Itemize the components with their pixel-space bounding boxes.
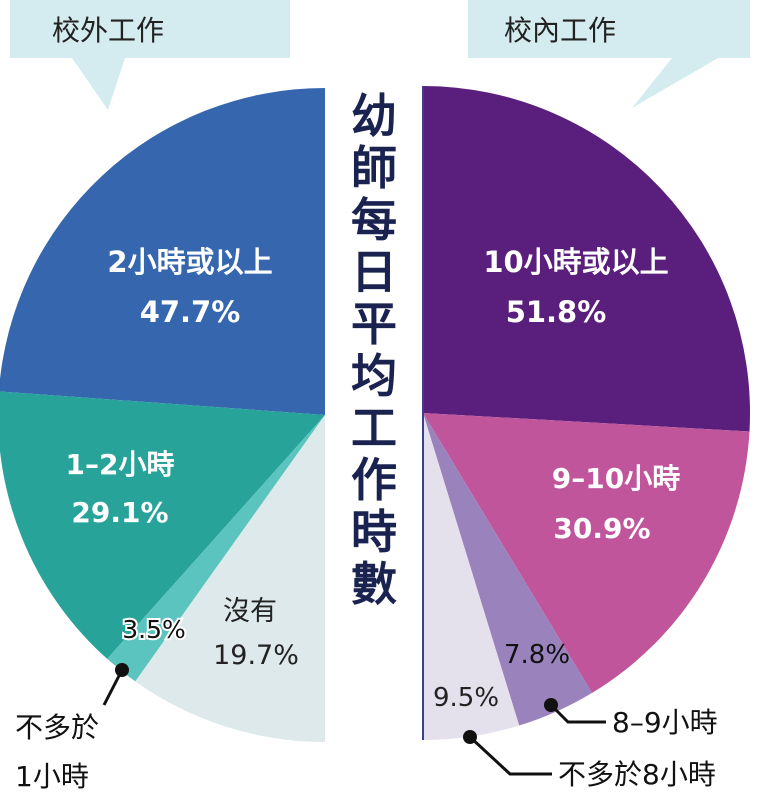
main-title-char-5: 平 xyxy=(351,297,397,351)
left-pie xyxy=(0,88,326,742)
legend-under-1h-line2: 1小時 xyxy=(15,760,89,793)
left-pie-slice-1 xyxy=(0,88,325,415)
left-chart-title: 校外工作 xyxy=(52,14,164,47)
main-title-char-7: 工 xyxy=(351,401,397,455)
main-title-char-3: 每 xyxy=(351,193,397,247)
right-callout-bubble xyxy=(468,0,750,108)
right-pie-slice-1 xyxy=(423,86,751,432)
slice-value-10h-plus: 51.8% xyxy=(506,295,607,329)
slice-value-9-10h: 30.9% xyxy=(553,512,650,545)
left-labels: 2小時或以上 47.7% 1–2小時 29.1% xyxy=(66,245,273,529)
slice-value-under-1h: 3.5% xyxy=(122,615,186,644)
main-title-char-6: 均 xyxy=(351,349,397,403)
right-pie-slice-2 xyxy=(423,413,750,693)
slice-label-9-10h: 9–10小時 xyxy=(552,462,680,495)
left-pie-slice-3 xyxy=(107,415,326,682)
right-pie-slice-3 xyxy=(423,413,593,726)
slice-label-none: 沒有 xyxy=(223,596,277,627)
main-title-char-10: 數 xyxy=(351,557,397,611)
leader-line-under-1h xyxy=(102,669,124,706)
slice-label-2h-plus: 2小時或以上 xyxy=(107,245,272,279)
slice-label-10h-plus: 10小時或以上 xyxy=(483,245,668,279)
leader-line-under-8h xyxy=(468,735,552,776)
legend-under-1h-line1: 不多於 xyxy=(15,711,99,744)
left-pie-slice-4 xyxy=(135,415,325,742)
main-title-char-8: 作 xyxy=(351,453,397,507)
slice-value-8-9h: 7.8% xyxy=(504,640,570,670)
slice-value-1-2h: 29.1% xyxy=(71,496,168,529)
right-labels: 10小時或以上 51.8% 9–10小時 30.9% xyxy=(483,245,680,545)
slice-value-under-8h: 9.5% xyxy=(433,683,499,713)
left-pie-slice-2 xyxy=(0,391,325,659)
legend-under-8h: 不多於8小時 xyxy=(558,758,716,791)
left-callout-bubble xyxy=(10,0,290,110)
right-pie xyxy=(423,86,751,740)
leader-line-8-9h xyxy=(549,703,606,724)
right-chart-title: 校內工作 xyxy=(504,14,616,47)
main-title-char-2: 師 xyxy=(351,141,397,195)
slice-value-2h-plus: 47.7% xyxy=(140,295,241,329)
legend-8-9h: 8–9小時 xyxy=(612,706,718,739)
slice-label-1-2h: 1–2小時 xyxy=(66,448,175,481)
main-title-char-4: 日 xyxy=(351,245,397,299)
main-title-char-1: 幼 xyxy=(351,89,397,143)
slice-value-none: 19.7% xyxy=(213,640,299,671)
main-title-char-9: 時 xyxy=(351,505,397,559)
right-pie-slice-4 xyxy=(423,413,520,740)
